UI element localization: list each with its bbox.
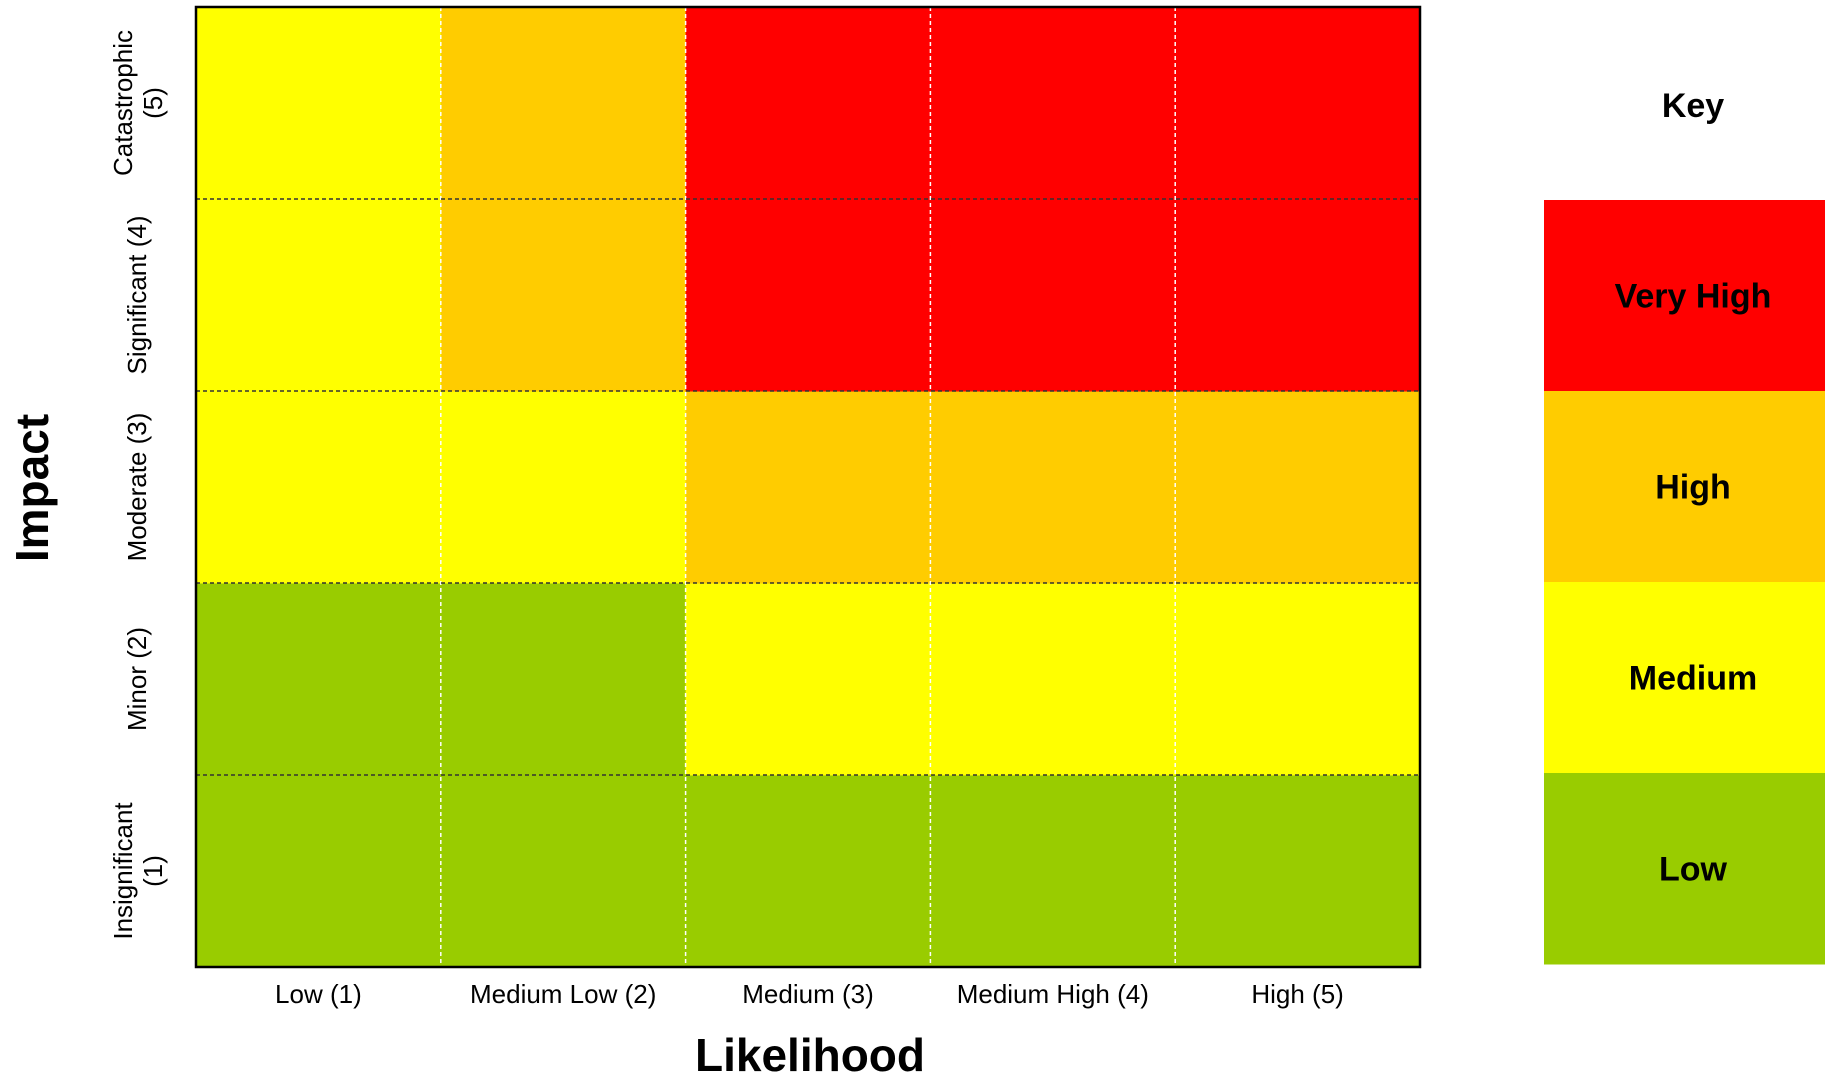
y-tick-labels: Insignificant (1) Minor (2) Moderate (3) Sig…: [108, 30, 168, 940]
heatmap-cell: [440, 7, 687, 200]
legend-label: Very High: [1615, 278, 1772, 316]
legend-title: Key: [1662, 87, 1724, 125]
heatmap-cell: [1175, 583, 1421, 776]
heatmap-cell: [930, 199, 1176, 392]
heatmap-cell: [196, 391, 442, 584]
y-tick-label-line: Significant (4): [122, 216, 152, 375]
axes-layer: [194, 5, 1422, 969]
y-tick-label: Moderate (3): [122, 413, 152, 562]
legend-swatch: [1544, 391, 1825, 583]
y-tick-label-line: (1): [138, 855, 168, 887]
heatmap-cell: [196, 7, 442, 200]
heatmap-cell: [196, 775, 442, 968]
x-tick-label: Medium High (4): [957, 979, 1149, 1009]
heatmap-cell: [685, 775, 931, 968]
heatmap-cell: [930, 7, 1176, 200]
heatmap-cell: [1175, 775, 1421, 968]
legend-label: High: [1655, 469, 1731, 507]
y-tick-label-line: Insignificant: [108, 802, 138, 940]
heatmap-cell: [1175, 7, 1421, 200]
heatmap-cell: [685, 199, 931, 392]
grid-layer: [196, 7, 1420, 967]
heatmap-cell: [196, 583, 442, 776]
x-tick-label: High (5): [1251, 979, 1343, 1009]
y-tick-label: Minor (2): [122, 627, 152, 731]
legend-label: Medium: [1629, 660, 1757, 698]
heatmap-cell: [930, 391, 1176, 584]
heatmap-cell: [440, 391, 687, 584]
y-tick-label: Catastrophic (5): [108, 30, 168, 176]
x-tick-label: Medium (3): [742, 979, 873, 1009]
heatmap-cell: [685, 583, 931, 776]
legend-label: Low: [1659, 851, 1728, 889]
heatmap-cell: [440, 199, 687, 392]
y-axis-label: Impact: [6, 414, 58, 562]
heatmap-cell: [1175, 199, 1421, 392]
y-tick-label: Significant (4): [122, 216, 152, 375]
heatmap-cell: [440, 583, 687, 776]
legend: Key Very High High Medium Low: [1544, 87, 1825, 965]
x-tick-label: Medium Low (2): [470, 979, 656, 1009]
y-tick-label-line: (5): [138, 87, 168, 119]
heatmap-cell: [930, 775, 1176, 968]
y-tick-label-line: Minor (2): [122, 627, 152, 731]
y-tick-label-line: Catastrophic: [108, 30, 138, 176]
x-axis-label: Likelihood: [695, 1029, 925, 1078]
heatmap-cell: [685, 7, 931, 200]
y-tick-label-line: Moderate (3): [122, 413, 152, 562]
legend-swatch: [1544, 582, 1825, 774]
heatmap-cell: [440, 775, 687, 968]
heatmap-cell: [1175, 391, 1421, 584]
heatmap-cell: [930, 583, 1176, 776]
y-tick-label: Insignificant (1): [108, 802, 168, 940]
heatmap-cell: [196, 199, 442, 392]
cells-layer: [196, 7, 1421, 968]
x-tick-labels: Low (1) Medium Low (2) Medium (3) Medium Hi…: [275, 979, 1344, 1009]
heatmap-cell: [685, 391, 931, 584]
legend-swatch: [1544, 200, 1825, 392]
plot-frame: [194, 5, 1422, 969]
x-tick-label: Low (1): [275, 979, 362, 1009]
legend-swatch: [1544, 773, 1825, 965]
